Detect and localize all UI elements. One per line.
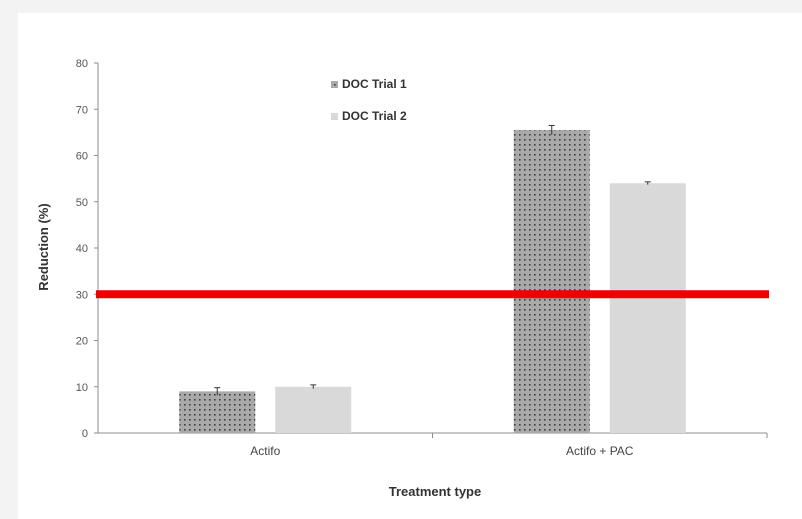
y-tick-label: 40 — [76, 243, 88, 255]
legend-label: DOC Trial 1 — [342, 77, 407, 91]
bar — [513, 130, 590, 433]
y-tick-label: 70 — [76, 104, 88, 116]
y-tick-label: 20 — [76, 336, 88, 348]
y-tick-label: 0 — [82, 428, 88, 440]
x-tick-label: Actifo — [250, 444, 280, 458]
y-tick-label: 60 — [76, 151, 88, 163]
x-tick-label: Actifo + PAC — [566, 444, 634, 458]
legend-label: DOC Trial 2 — [342, 109, 407, 123]
bar-chart: 0 10 20 30 40 50 60 70 80 Actifo Actifo + PAC DOC T… — [36, 58, 769, 499]
y-tick-label: 80 — [76, 58, 88, 70]
bar — [275, 386, 352, 433]
y-tick-label: 30 — [76, 289, 88, 301]
legend-swatch — [331, 81, 338, 88]
y-tick-label: 50 — [76, 197, 88, 209]
y-axis-title: Reduction (%) — [36, 203, 51, 290]
bar — [609, 183, 686, 433]
legend-swatch — [331, 113, 338, 120]
y-tick-label: 10 — [76, 382, 88, 394]
bar — [179, 391, 256, 433]
x-axis-title: Treatment type — [389, 484, 481, 499]
chart-panel: 0 10 20 30 40 50 60 70 80 Actifo Actifo + PAC DOC T… — [18, 13, 802, 519]
